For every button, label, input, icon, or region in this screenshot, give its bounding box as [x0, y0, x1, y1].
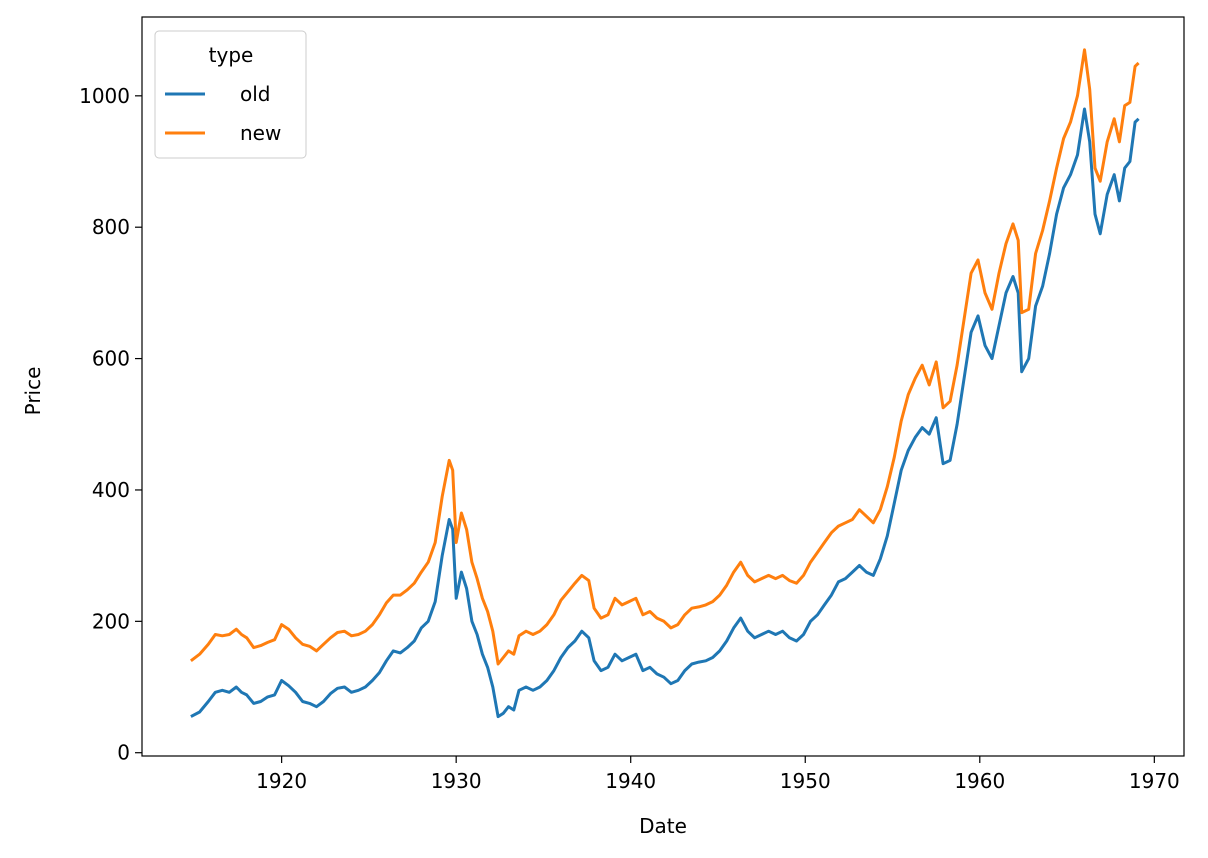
y-axis: 0 200 400 600 800 1000 — [79, 84, 142, 765]
y-axis-label: Price — [21, 367, 45, 416]
x-tick-label: 1940 — [605, 769, 656, 793]
y-tick-label: 600 — [92, 347, 130, 371]
y-tick-label: 1000 — [79, 84, 130, 108]
plot-frame — [141, 16, 1185, 757]
series-line-old — [190, 107, 1140, 719]
legend-title: type — [209, 43, 254, 67]
x-tick-label: 1920 — [256, 769, 307, 793]
y-tick-label: 200 — [92, 609, 130, 633]
y-tick-label: 800 — [92, 215, 130, 239]
series-line-new — [189, 48, 1140, 666]
legend-label-new: new — [240, 121, 281, 145]
x-tick-label: 1960 — [954, 769, 1005, 793]
y-tick-label: 400 — [92, 478, 130, 502]
x-tick-label: 1970 — [1129, 769, 1180, 793]
plot-lines — [189, 48, 1140, 719]
x-axis-label: Date — [639, 814, 687, 838]
x-tick-label: 1950 — [780, 769, 831, 793]
x-tick-label: 1930 — [431, 769, 482, 793]
legend-label-old: old — [240, 82, 271, 106]
legend: type old new — [154, 30, 307, 159]
x-axis: 1920 1930 1940 1950 1960 1970 — [256, 756, 1180, 793]
y-tick-label: 0 — [117, 741, 130, 765]
legend-box — [154, 30, 307, 159]
